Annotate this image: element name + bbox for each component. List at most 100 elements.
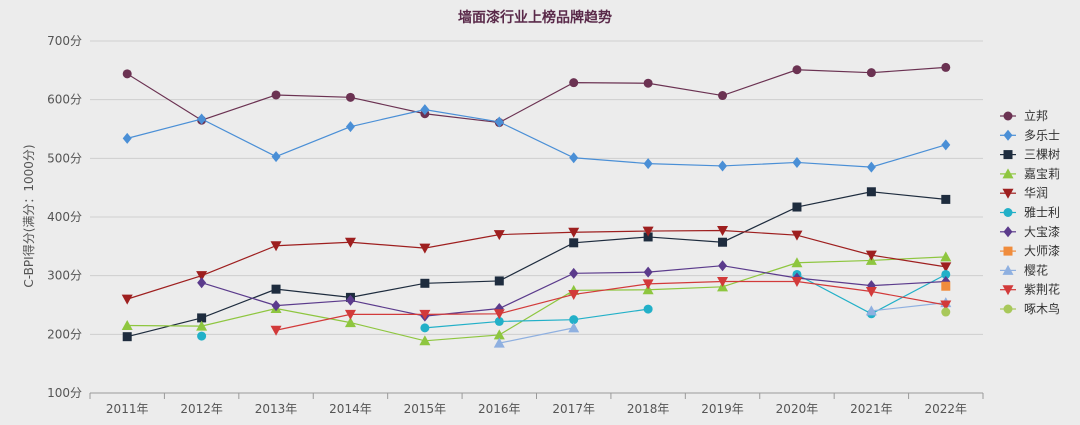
data-point: [122, 132, 132, 144]
data-point: [940, 251, 952, 262]
data-point: [345, 92, 355, 102]
data-point: [866, 68, 876, 78]
data-point: [420, 323, 430, 333]
series-0: [122, 62, 951, 128]
legend-label: 啄木鸟: [1024, 301, 1060, 316]
series-7: [941, 281, 951, 291]
data-point: [718, 260, 728, 272]
data-point: [345, 294, 355, 306]
data-point: [271, 151, 281, 163]
legend-label: 立邦: [1024, 108, 1048, 123]
data-point: [121, 320, 133, 331]
data-point: [493, 230, 505, 241]
data-point: [197, 331, 207, 341]
data-point: [271, 284, 281, 294]
data-point: [642, 279, 654, 290]
y-tick-label: 600分: [47, 93, 82, 107]
legend-marker: [1003, 304, 1013, 314]
data-point: [344, 317, 356, 328]
x-tick-label: 2015年: [404, 402, 447, 416]
data-point: [568, 322, 580, 333]
axes: 100分 200分 300分 400分 500分 600分 700分 2011年 2012年 20…: [47, 34, 984, 416]
legend-label: 大宝漆: [1024, 225, 1060, 239]
data-point: [941, 139, 951, 151]
series-line: [127, 191, 946, 338]
data-point: [941, 194, 951, 204]
data-point: [344, 309, 356, 320]
data-point: [197, 277, 207, 289]
data-point: [643, 78, 653, 88]
series-2: [122, 187, 951, 342]
data-point: [866, 187, 876, 197]
legend-marker: [1003, 246, 1013, 256]
series-8: [493, 297, 952, 348]
y-tick-label: 400分: [47, 210, 82, 224]
data-point: [569, 152, 579, 164]
data-point: [196, 320, 208, 331]
data-point: [865, 305, 877, 316]
series-1: [122, 104, 951, 173]
x-tick-label: 2013年: [255, 402, 298, 416]
legend-label: 大师漆: [1024, 244, 1060, 258]
data-point: [568, 289, 580, 300]
legend-marker: [1003, 208, 1013, 217]
x-tick-label: 2011年: [106, 402, 149, 416]
data-point: [419, 309, 431, 320]
series-6: [197, 260, 951, 322]
data-point: [865, 250, 877, 261]
data-point: [642, 226, 654, 237]
series-10: [941, 307, 951, 317]
legend-label: 多乐士: [1024, 128, 1060, 142]
data-point: [941, 62, 951, 72]
data-point: [270, 241, 282, 252]
y-axis-label: C-BPI得分(满分：1000分): [21, 144, 36, 287]
legend-label: 紫荆花: [1024, 282, 1060, 297]
data-point: [791, 230, 803, 241]
legend-label: 三棵树: [1024, 147, 1060, 162]
data-point: [419, 335, 431, 346]
data-point: [493, 329, 505, 340]
series-3: [121, 251, 952, 346]
data-point: [941, 281, 951, 291]
data-point: [643, 266, 653, 278]
x-tick-label: 2021年: [850, 402, 893, 416]
data-point: [718, 160, 728, 172]
y-tick-label: 700分: [47, 34, 82, 48]
chart-title: 墙面漆行业上榜品牌趋势: [458, 9, 612, 26]
x-tick-label: 2016年: [478, 402, 521, 416]
legend-label: 华润: [1024, 186, 1048, 200]
data-point: [420, 104, 430, 116]
data-point: [122, 69, 132, 79]
grid: [90, 40, 983, 394]
data-point: [940, 262, 952, 273]
data-point: [420, 278, 430, 288]
series-9: [270, 277, 952, 336]
legend-marker: [1002, 285, 1014, 296]
legend-label: 雅士利: [1024, 205, 1060, 220]
series-line: [275, 280, 946, 331]
data-point: [643, 158, 653, 170]
data-point: [866, 161, 876, 173]
data-point: [121, 294, 133, 305]
legend-label: 樱花: [1024, 262, 1048, 277]
data-point: [344, 237, 356, 248]
data-point: [345, 121, 355, 133]
y-tick-label: 500分: [47, 151, 82, 165]
data-point: [941, 269, 951, 279]
series-line: [127, 229, 946, 300]
legend-marker: [1003, 226, 1013, 238]
legend-marker: [1002, 188, 1014, 199]
x-tick-label: 2018年: [627, 402, 670, 416]
series-line: [126, 66, 946, 124]
data-point: [271, 90, 281, 100]
data-point: [792, 156, 802, 168]
series-layer: [121, 62, 952, 348]
legend-marker: [1003, 150, 1013, 160]
data-point: [569, 315, 579, 325]
data-point: [643, 304, 653, 314]
data-point: [271, 300, 281, 312]
data-point: [493, 309, 505, 320]
legend-label: 嘉宝莉: [1024, 167, 1060, 181]
